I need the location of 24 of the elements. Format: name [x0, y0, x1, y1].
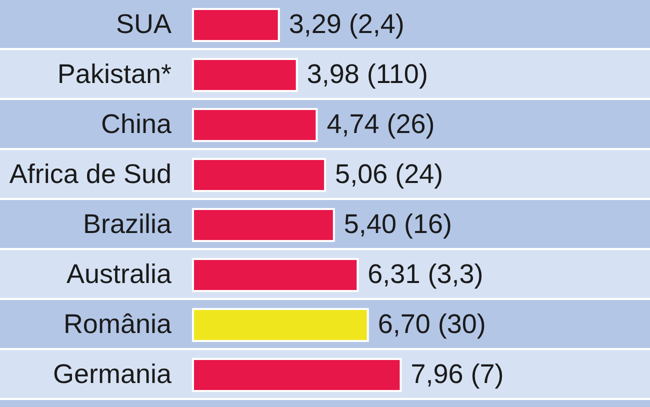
bar — [192, 208, 335, 242]
bar — [192, 8, 280, 42]
bar — [192, 308, 369, 342]
data-label: 6,31 (3,3) — [368, 259, 484, 289]
y-tick-label: SUA — [116, 9, 172, 39]
bar — [192, 108, 318, 142]
data-label: 3,98 (110) — [306, 59, 428, 89]
data-label: 4,74 (26) — [326, 109, 435, 139]
data-label: 7,96 (7) — [410, 359, 504, 389]
y-tick-label: Pakistan* — [57, 59, 172, 89]
y-tick-label: Brazilia — [82, 209, 172, 239]
data-label: 5,40 (16) — [344, 209, 452, 239]
bar — [192, 258, 359, 292]
bar — [192, 358, 402, 392]
data-label: 5,06 (24) — [335, 159, 444, 189]
y-tick-label: Africa de Sud — [9, 159, 172, 189]
y-tick-label: China — [100, 109, 172, 139]
bar — [192, 58, 298, 92]
y-tick-label: Germania — [52, 359, 172, 389]
data-label: 6,70 (30) — [378, 309, 486, 339]
y-tick-label: Australia — [66, 259, 172, 289]
data-label: 3,29 (2,4) — [288, 9, 404, 39]
bar — [192, 158, 326, 192]
y-tick-label: România — [63, 309, 172, 339]
